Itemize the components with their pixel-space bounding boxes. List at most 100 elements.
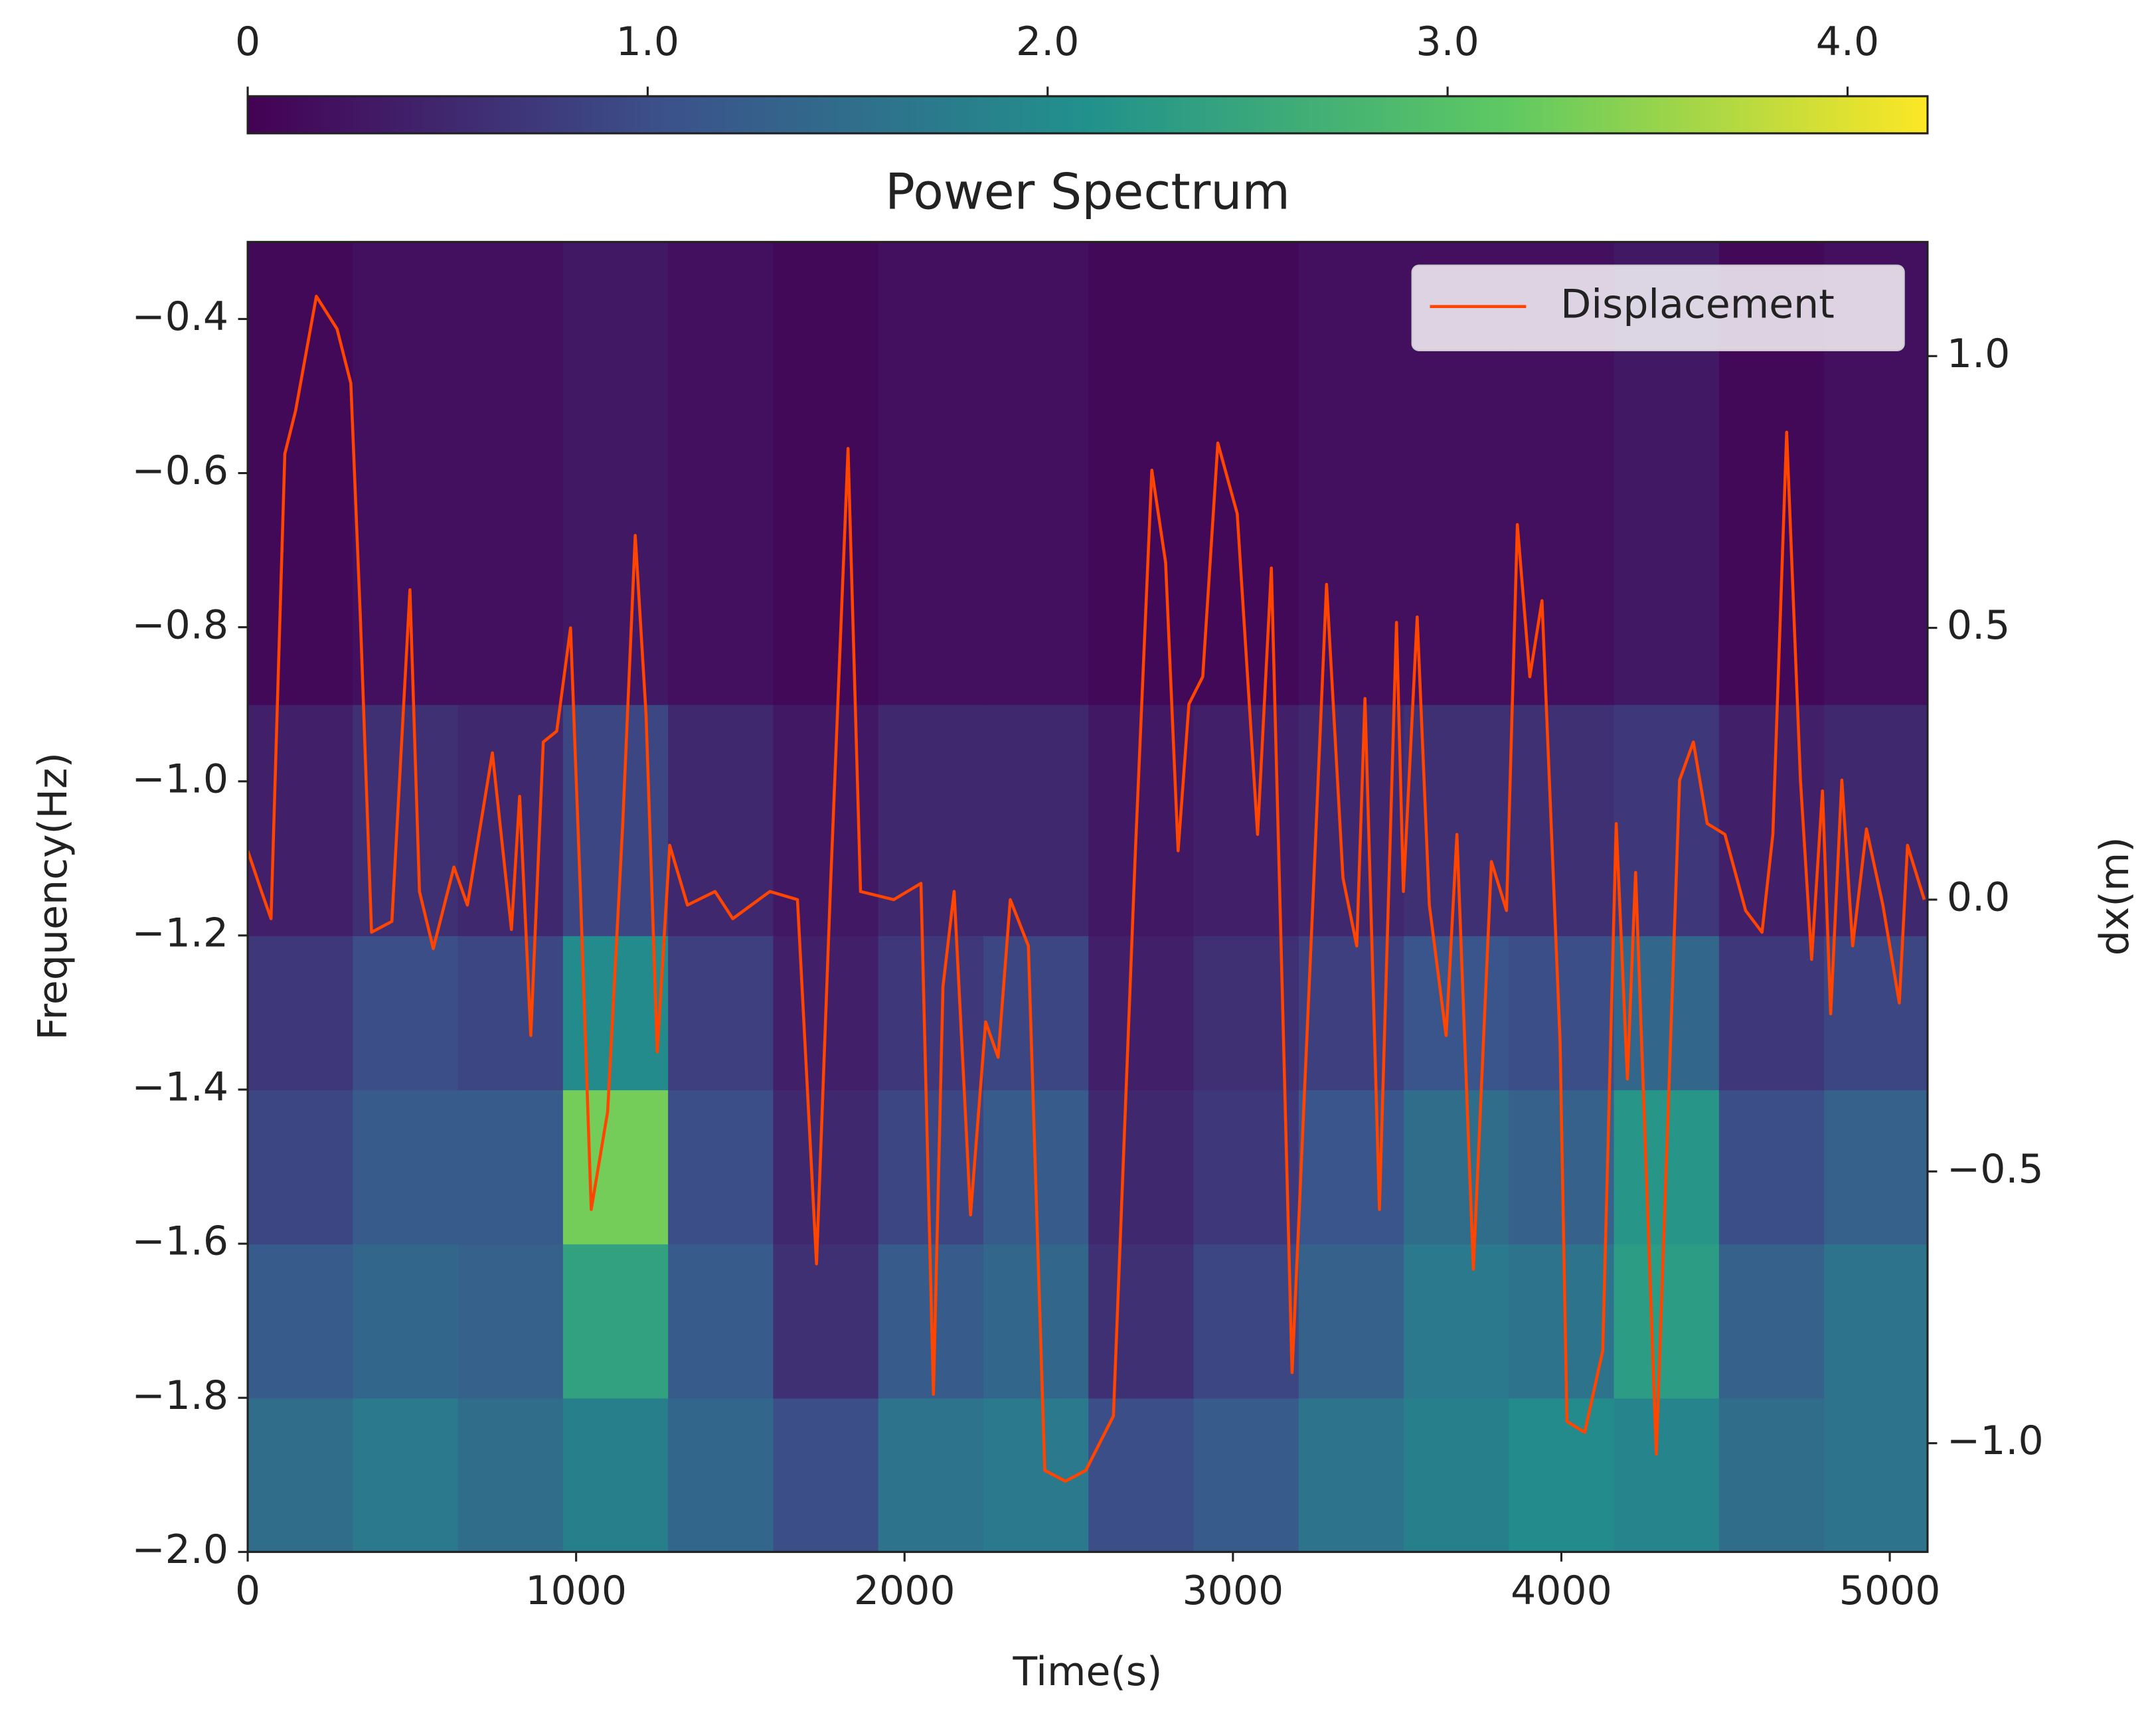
y2-tick-label: −1.0	[1947, 1418, 2044, 1464]
heat-cell	[562, 1090, 669, 1245]
heat-cell	[1404, 1090, 1510, 1245]
heat-cell	[1193, 1090, 1299, 1245]
heat-cell	[878, 1398, 984, 1552]
y-tick-label: −0.6	[131, 448, 228, 494]
heat-cell	[1088, 1398, 1195, 1552]
heat-cell	[562, 1398, 669, 1552]
heat-cell	[457, 1090, 564, 1245]
heat-cell	[1298, 1398, 1405, 1552]
heat-cell	[1824, 1244, 1928, 1399]
heat-cell	[248, 242, 354, 705]
heat-cell	[1404, 1244, 1510, 1399]
legend: Displacement	[1411, 264, 1905, 351]
heat-cell	[248, 935, 354, 1091]
heat-cell	[1298, 935, 1405, 1091]
heat-cell	[1509, 704, 1615, 936]
heat-cell	[353, 935, 459, 1091]
heat-cell	[773, 704, 879, 936]
heat-cell	[1193, 1398, 1299, 1552]
heat-cell	[1193, 1244, 1299, 1399]
heat-cell	[457, 704, 564, 936]
y2-axis-label: dx(m)	[2092, 837, 2138, 955]
heat-cell	[1718, 1090, 1825, 1245]
heat-cell	[1614, 704, 1720, 936]
heat-cell	[983, 935, 1090, 1091]
y-tick-label: −1.2	[131, 910, 228, 956]
heat-cell	[1088, 1244, 1195, 1399]
colorbar	[246, 95, 1929, 135]
y2-tick-label: 0.0	[1947, 874, 2010, 921]
heat-cell	[1718, 935, 1825, 1091]
heat-cell	[562, 242, 669, 705]
x-tick-label: 3000	[1182, 1568, 1284, 1614]
heat-cell	[353, 242, 459, 705]
heat-cell	[1404, 704, 1510, 936]
line	[248, 294, 1926, 1483]
heat-cell	[668, 1244, 774, 1399]
heat-cell	[1298, 1244, 1405, 1399]
heat-cell	[248, 1090, 354, 1245]
heat-cell	[562, 1244, 669, 1399]
heat-cell	[1088, 1090, 1195, 1245]
plot-frame	[246, 240, 1929, 1553]
heat-cell	[248, 1398, 354, 1552]
y-axis-label: Frequency(Hz)	[30, 752, 76, 1040]
heat-cell	[878, 704, 984, 936]
heat-cell	[1718, 1398, 1825, 1552]
colorbar-tick-label: 0	[235, 19, 260, 65]
heat-cell	[773, 1398, 879, 1552]
heat-cell	[668, 1398, 774, 1552]
heat-cell	[353, 1090, 459, 1245]
colorbar-tick-label: 3.0	[1416, 19, 1479, 65]
x-tick-label: 4000	[1511, 1568, 1612, 1614]
heat-cell	[983, 242, 1090, 705]
x-tick-label: 1000	[525, 1568, 627, 1614]
x-tick-label: 5000	[1839, 1568, 1941, 1614]
heat-cell	[773, 1090, 879, 1245]
heat-cell	[878, 242, 984, 705]
y2-tick-label: 0.5	[1947, 602, 2010, 649]
y-tick-label: −0.4	[131, 293, 228, 340]
heat-cell	[773, 1244, 879, 1399]
heat-cell	[248, 1244, 354, 1399]
heat-cell	[1088, 242, 1195, 705]
heat-cell	[1193, 704, 1299, 936]
y-tick-label: −0.8	[131, 602, 228, 648]
line-layer	[248, 294, 1926, 1483]
legend-label: Displacement	[1560, 281, 1835, 327]
colorbar-tick-label: 4.0	[1816, 19, 1879, 65]
y-tick-label: −2.0	[131, 1526, 228, 1573]
heat-cell	[1088, 935, 1195, 1091]
heat-cell	[457, 1244, 564, 1399]
y-tick-label: −1.8	[131, 1372, 228, 1419]
heat-cell	[1298, 1090, 1405, 1245]
heat-cell	[1718, 1244, 1825, 1399]
heat-cell	[353, 1244, 459, 1399]
y-tick-label: −1.6	[131, 1218, 228, 1265]
heat-cell	[457, 935, 564, 1091]
colorbar-tick-label: 1.0	[616, 19, 679, 65]
y-tick-label: −1.0	[131, 756, 228, 802]
heat-cell	[878, 935, 984, 1091]
heat-cell	[773, 242, 879, 705]
heat-cell	[983, 704, 1090, 936]
x-tick-label: 0	[235, 1568, 260, 1614]
heatmap	[248, 242, 1928, 1552]
heat-cell	[668, 1090, 774, 1245]
heat-cell	[668, 242, 774, 705]
chart-title: Power Spectrum	[885, 163, 1290, 220]
heat-cell	[457, 242, 564, 705]
heat-cell	[1824, 1090, 1928, 1245]
heat-cell	[1404, 935, 1510, 1091]
colorbar-tick-label: 2.0	[1016, 19, 1079, 65]
heat-cell	[983, 1398, 1090, 1552]
heat-cell	[668, 935, 774, 1091]
heat-cell	[1298, 242, 1405, 705]
heat-cell	[1509, 1398, 1615, 1552]
y-tick-label: −1.4	[131, 1064, 228, 1111]
y2-tick-label: −0.5	[1947, 1146, 2044, 1192]
x-tick-label: 2000	[854, 1568, 955, 1614]
x-axis-label: Time(s)	[1012, 1649, 1162, 1695]
heat-cell	[1824, 935, 1928, 1091]
